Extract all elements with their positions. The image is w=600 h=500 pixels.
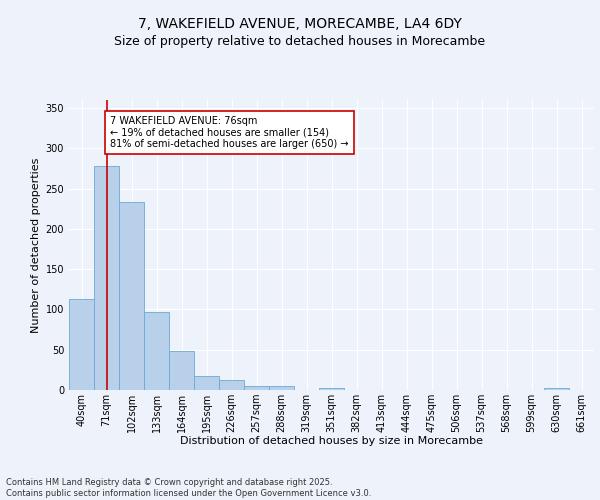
Text: Contains HM Land Registry data © Crown copyright and database right 2025.
Contai: Contains HM Land Registry data © Crown c…	[6, 478, 371, 498]
Bar	[194, 376, 219, 390]
Y-axis label: Number of detached properties: Number of detached properties	[31, 158, 41, 332]
Bar	[144, 312, 169, 390]
Text: 7 WAKEFIELD AVENUE: 76sqm
← 19% of detached houses are smaller (154)
81% of semi: 7 WAKEFIELD AVENUE: 76sqm ← 19% of detac…	[110, 116, 349, 150]
Bar	[319, 388, 344, 390]
X-axis label: Distribution of detached houses by size in Morecambe: Distribution of detached houses by size …	[180, 436, 483, 446]
Bar	[69, 299, 94, 390]
Bar	[119, 202, 144, 390]
Bar	[169, 350, 194, 390]
Bar	[94, 166, 119, 390]
Bar	[269, 386, 294, 390]
Text: 7, WAKEFIELD AVENUE, MORECAMBE, LA4 6DY: 7, WAKEFIELD AVENUE, MORECAMBE, LA4 6DY	[138, 18, 462, 32]
Text: Size of property relative to detached houses in Morecambe: Size of property relative to detached ho…	[115, 35, 485, 48]
Bar	[544, 388, 569, 390]
Bar	[219, 380, 244, 390]
Bar	[244, 386, 269, 390]
